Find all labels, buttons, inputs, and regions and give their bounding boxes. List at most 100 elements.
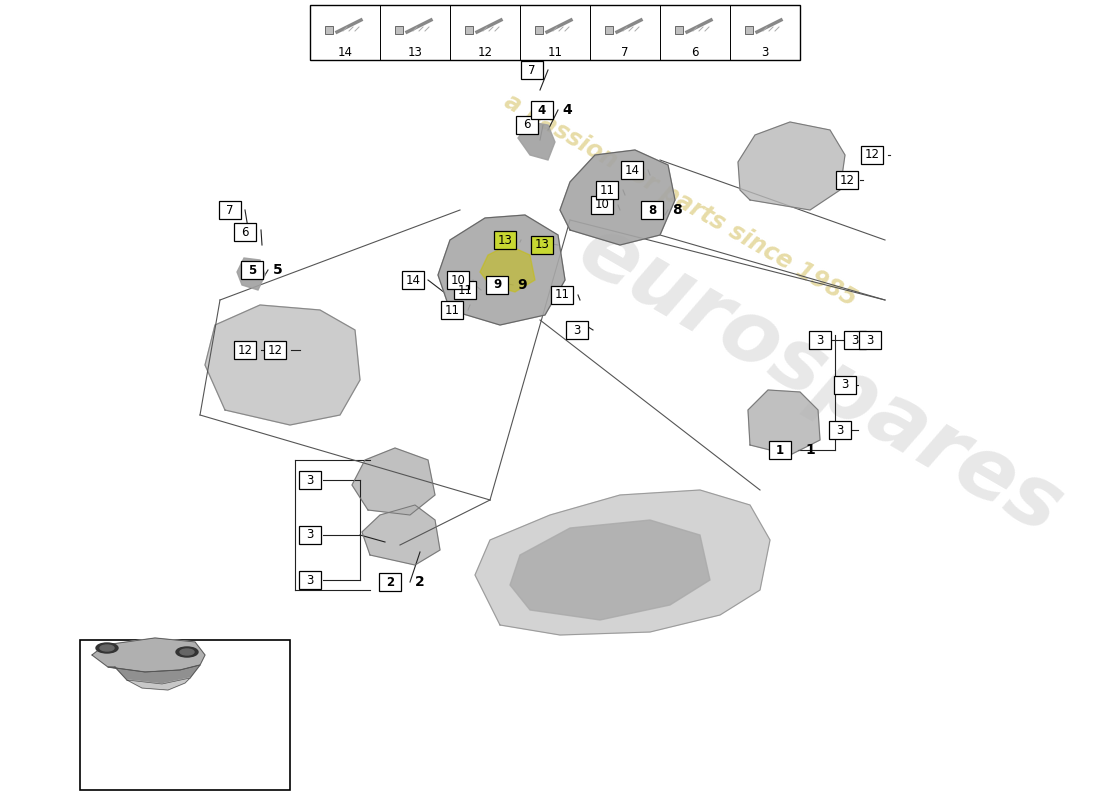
FancyBboxPatch shape — [859, 331, 881, 349]
FancyBboxPatch shape — [531, 101, 553, 119]
Polygon shape — [205, 305, 360, 425]
FancyBboxPatch shape — [641, 201, 663, 219]
FancyBboxPatch shape — [621, 161, 643, 179]
Ellipse shape — [180, 649, 194, 655]
Text: 6: 6 — [691, 46, 698, 58]
Text: 3: 3 — [816, 334, 824, 346]
FancyBboxPatch shape — [745, 26, 754, 34]
Text: 3: 3 — [867, 334, 873, 346]
Polygon shape — [236, 258, 265, 290]
Ellipse shape — [176, 647, 198, 657]
Text: 9: 9 — [493, 278, 502, 291]
Bar — [310, 5, 800, 60]
Text: 13: 13 — [535, 238, 549, 251]
Polygon shape — [108, 665, 200, 684]
FancyBboxPatch shape — [531, 236, 553, 254]
Polygon shape — [126, 678, 190, 690]
FancyBboxPatch shape — [521, 61, 543, 79]
FancyBboxPatch shape — [379, 573, 401, 591]
Text: 11: 11 — [548, 46, 562, 58]
Text: 12: 12 — [477, 46, 493, 58]
Text: 11: 11 — [600, 183, 615, 197]
FancyBboxPatch shape — [441, 301, 463, 319]
FancyBboxPatch shape — [808, 331, 830, 349]
Polygon shape — [438, 215, 565, 325]
FancyBboxPatch shape — [844, 331, 866, 349]
FancyBboxPatch shape — [241, 261, 263, 279]
FancyBboxPatch shape — [324, 26, 333, 34]
Text: 13: 13 — [497, 234, 513, 246]
Text: 11: 11 — [458, 283, 473, 297]
Text: 11: 11 — [554, 289, 570, 302]
Text: 1: 1 — [805, 443, 815, 457]
Text: 3: 3 — [573, 323, 581, 337]
Text: 9: 9 — [517, 278, 527, 292]
FancyBboxPatch shape — [402, 271, 424, 289]
Text: 7: 7 — [621, 46, 629, 58]
Text: 4: 4 — [538, 103, 546, 117]
Text: 3: 3 — [842, 378, 849, 391]
FancyBboxPatch shape — [494, 231, 516, 249]
Text: 3: 3 — [761, 46, 769, 58]
Polygon shape — [748, 390, 820, 455]
FancyBboxPatch shape — [861, 146, 883, 164]
Text: 1: 1 — [776, 443, 784, 457]
Text: 8: 8 — [648, 203, 656, 217]
Text: 5: 5 — [273, 263, 283, 277]
Text: 11: 11 — [444, 303, 460, 317]
Text: 3: 3 — [306, 529, 313, 542]
FancyBboxPatch shape — [566, 321, 588, 339]
FancyBboxPatch shape — [447, 271, 469, 289]
Polygon shape — [738, 122, 845, 210]
FancyBboxPatch shape — [486, 276, 508, 294]
Text: a passion for parts since 1985: a passion for parts since 1985 — [499, 89, 860, 311]
FancyBboxPatch shape — [829, 421, 851, 439]
FancyBboxPatch shape — [516, 116, 538, 134]
Text: 6: 6 — [524, 118, 530, 131]
FancyBboxPatch shape — [234, 223, 256, 241]
Text: 4: 4 — [562, 103, 572, 117]
FancyBboxPatch shape — [299, 571, 321, 589]
Text: 7: 7 — [227, 203, 233, 217]
Polygon shape — [475, 490, 770, 635]
Text: 2: 2 — [415, 575, 425, 589]
FancyBboxPatch shape — [535, 26, 543, 34]
FancyBboxPatch shape — [395, 26, 403, 34]
Ellipse shape — [100, 645, 114, 651]
Polygon shape — [92, 638, 205, 672]
Text: 10: 10 — [595, 198, 609, 211]
Text: 7: 7 — [528, 63, 536, 77]
Text: 5: 5 — [248, 263, 256, 277]
FancyBboxPatch shape — [264, 341, 286, 359]
FancyBboxPatch shape — [299, 526, 321, 544]
Text: 12: 12 — [865, 149, 880, 162]
Text: 3: 3 — [851, 334, 859, 346]
FancyBboxPatch shape — [836, 171, 858, 189]
Text: 14: 14 — [406, 274, 420, 286]
Text: 10: 10 — [451, 274, 465, 286]
Polygon shape — [352, 448, 434, 515]
FancyBboxPatch shape — [834, 376, 856, 394]
Text: 2: 2 — [386, 575, 394, 589]
FancyBboxPatch shape — [675, 26, 683, 34]
FancyBboxPatch shape — [465, 26, 473, 34]
FancyBboxPatch shape — [596, 181, 618, 199]
Text: 13: 13 — [408, 46, 422, 58]
FancyBboxPatch shape — [219, 201, 241, 219]
Text: 3: 3 — [306, 574, 313, 586]
Polygon shape — [510, 520, 710, 620]
Polygon shape — [560, 150, 675, 245]
Text: eurospares: eurospares — [563, 208, 1077, 552]
Text: 8: 8 — [672, 203, 682, 217]
FancyBboxPatch shape — [769, 441, 791, 459]
Text: 6: 6 — [241, 226, 249, 238]
Ellipse shape — [96, 643, 118, 653]
Text: 14: 14 — [625, 163, 639, 177]
FancyBboxPatch shape — [299, 471, 321, 489]
FancyBboxPatch shape — [591, 196, 613, 214]
FancyBboxPatch shape — [551, 286, 573, 304]
FancyBboxPatch shape — [454, 281, 476, 299]
Text: 12: 12 — [238, 343, 253, 357]
FancyBboxPatch shape — [234, 341, 256, 359]
Polygon shape — [480, 245, 535, 292]
